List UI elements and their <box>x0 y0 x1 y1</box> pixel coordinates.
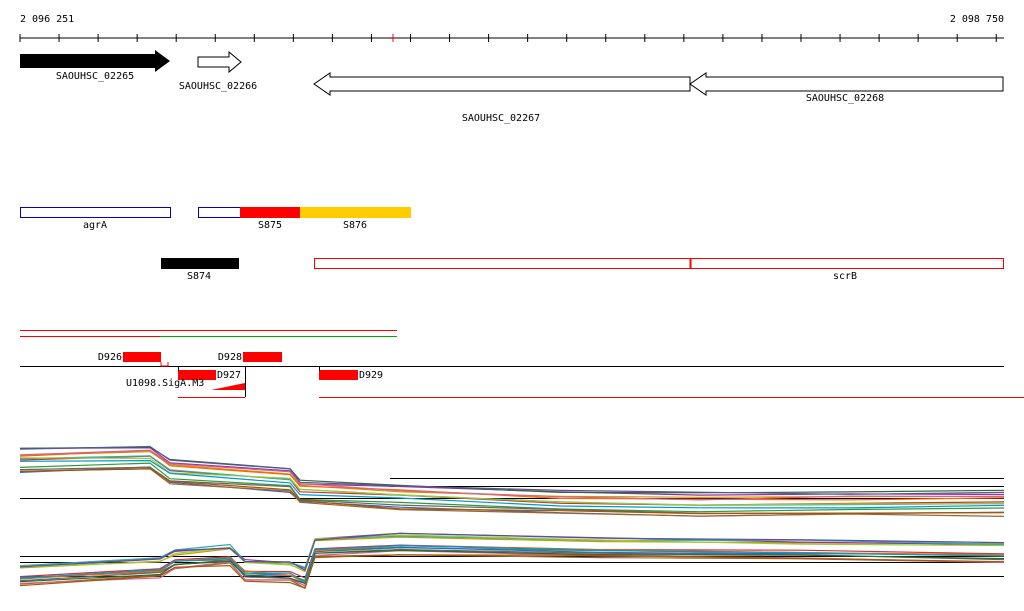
segment-label: D926 <box>98 352 122 363</box>
profile-line <box>19 445 1005 495</box>
segment-box <box>319 370 358 380</box>
feature-label: S875 <box>258 220 282 231</box>
profile-line <box>19 446 1005 494</box>
profile-line <box>19 549 1005 585</box>
gene-label: SAOUHSC_02265 <box>56 71 134 82</box>
profile-line <box>19 468 1005 515</box>
feature-label: agrA <box>83 220 107 231</box>
gene-label: SAOUHSC_02268 <box>806 93 884 104</box>
profile-line <box>19 544 1005 583</box>
gene-label: SAOUHSC_02267 <box>462 113 540 124</box>
gene-arrow <box>689 72 1004 96</box>
feature-box <box>314 258 1004 269</box>
gene-arrow <box>20 50 170 72</box>
gene-label: SAOUHSC_02266 <box>179 81 257 92</box>
profile-line <box>19 534 1005 571</box>
feature-box <box>20 207 171 218</box>
feature-box <box>300 207 411 218</box>
gene-arrow <box>197 50 242 74</box>
ruler-start: 2 096 251 <box>20 14 74 25</box>
feature-box <box>240 207 300 218</box>
segment-box <box>123 352 161 362</box>
profile-line <box>19 449 1005 501</box>
profile-line <box>19 532 1005 571</box>
profile-line <box>19 467 1005 517</box>
gene-arrow <box>313 72 691 96</box>
feature-box <box>198 207 241 218</box>
ruler-ticks <box>19 34 997 42</box>
segment-box <box>178 370 216 380</box>
feature-label: S876 <box>343 220 367 231</box>
ruler-end: 2 098 750 <box>950 14 1004 25</box>
segment-label: U1098.SigA.M3 <box>126 378 204 389</box>
expression-profiles <box>19 445 1005 589</box>
feature-label: S874 <box>187 271 211 282</box>
profile-line <box>19 462 1005 513</box>
feature-box <box>161 258 239 269</box>
profile-line <box>19 457 1005 506</box>
segment-box <box>243 352 282 362</box>
segment-link <box>160 362 169 367</box>
segment-label: D927 <box>217 370 241 381</box>
segment-label: D928 <box>218 352 242 363</box>
segment-label: D929 <box>359 370 383 381</box>
profile-line <box>19 447 1005 496</box>
profile-line <box>19 459 1005 509</box>
profile-line <box>19 449 1005 501</box>
feature-label: scrB <box>833 271 857 282</box>
profile-line <box>19 554 1005 589</box>
segment-triangle <box>211 383 245 390</box>
